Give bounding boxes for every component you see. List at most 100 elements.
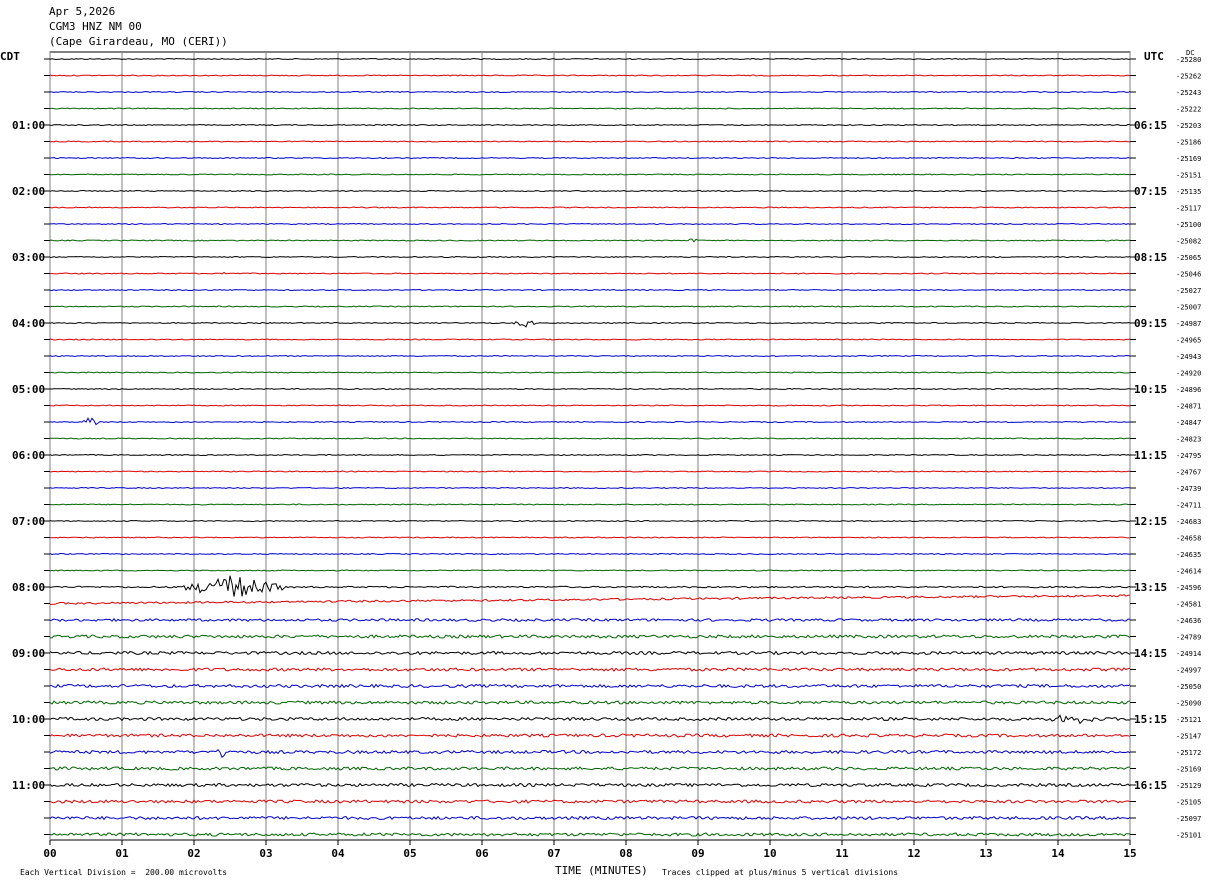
trace-21 — [49, 404, 1131, 407]
dc-offset-43: -25169 — [1176, 766, 1201, 774]
dc-offset-47: -25101 — [1176, 832, 1201, 840]
trace-4 — [49, 123, 1131, 127]
dc-offset-27: -24711 — [1176, 502, 1201, 510]
dc-offset-9: -25117 — [1176, 205, 1201, 213]
right-hour-label-4: 10:15 — [1134, 383, 1167, 396]
dc-offset-26: -24739 — [1176, 485, 1201, 493]
x-axis-label: TIME (MINUTES) — [555, 864, 648, 877]
dc-offset-25: -24767 — [1176, 469, 1201, 477]
dc-offset-5: -25186 — [1176, 139, 1201, 147]
x-tick-label-05: 05 — [403, 847, 416, 860]
clip-note: Traces clipped at plus/minus 5 vertical … — [662, 868, 899, 877]
trace-10 — [50, 222, 1131, 226]
left-hour-label-0: 01:00 — [12, 119, 45, 132]
x-tick-label-01: 01 — [115, 847, 129, 860]
trace-8 — [49, 189, 1131, 193]
x-tick-label-02: 02 — [187, 847, 200, 860]
dc-offset-0: -25280 — [1176, 56, 1201, 64]
dc-offset-16: -24987 — [1176, 320, 1201, 328]
dc-offset-46: -25097 — [1176, 815, 1201, 823]
dc-offset-29: -24658 — [1176, 535, 1201, 543]
trace-6 — [49, 156, 1131, 160]
x-tick-label-10: 10 — [763, 847, 776, 860]
left-hour-label-8: 09:00 — [12, 647, 45, 660]
right-timezone-label: UTC — [1144, 50, 1164, 63]
left-timezone-label: CDT — [0, 50, 20, 63]
dc-offset-30: -24635 — [1176, 551, 1201, 559]
right-hour-label-2: 08:15 — [1134, 251, 1167, 264]
trace-41 — [49, 733, 1131, 738]
x-tick-label-13: 13 — [979, 847, 992, 860]
location-label: (Cape Girardeau, MO (CERI)) — [49, 35, 228, 48]
right-hour-label-0: 06:15 — [1134, 119, 1167, 132]
left-hour-label-6: 07:00 — [12, 515, 45, 528]
dc-offset-32: -24596 — [1176, 584, 1201, 592]
dc-offset-11: -25082 — [1176, 238, 1201, 246]
dc-offset-22: -24847 — [1176, 419, 1201, 427]
trace-23 — [49, 437, 1130, 440]
x-tick-label-03: 03 — [259, 847, 272, 860]
x-tick-label-04: 04 — [331, 847, 345, 860]
trace-7 — [49, 173, 1131, 176]
dc-offset-41: -25147 — [1176, 733, 1201, 741]
dc-offset-1: -25262 — [1176, 73, 1201, 81]
right-hour-label-5: 11:15 — [1134, 449, 1167, 462]
trace-44 — [49, 782, 1131, 788]
dc-offset-14: -25027 — [1176, 287, 1201, 295]
dc-offset-2: -25243 — [1176, 89, 1201, 97]
dc-offset-3: -25222 — [1176, 106, 1201, 114]
trace-0 — [49, 57, 1131, 61]
trace-29 — [50, 536, 1130, 539]
trace-11 — [49, 238, 1131, 243]
trace-12 — [49, 255, 1131, 259]
dc-label: DC — [1186, 49, 1195, 57]
trace-2 — [49, 90, 1131, 94]
left-hour-label-2: 03:00 — [12, 251, 45, 264]
dc-offset-35: -24789 — [1176, 634, 1201, 642]
x-tick-label-09: 09 — [691, 847, 704, 860]
trace-28 — [49, 519, 1131, 523]
trace-1 — [49, 74, 1131, 77]
dc-offset-7: -25151 — [1176, 172, 1201, 180]
trace-26 — [49, 486, 1131, 490]
left-hour-label-5: 06:00 — [12, 449, 45, 462]
plot-frame — [49, 51, 1131, 841]
trace-9 — [49, 206, 1130, 209]
dc-offset-44: -25129 — [1176, 782, 1201, 790]
trace-30 — [49, 552, 1131, 556]
trace-39 — [49, 700, 1131, 705]
dc-offset-17: -24965 — [1176, 337, 1201, 345]
trace-13 — [49, 271, 1131, 275]
dc-offset-23: -24823 — [1176, 436, 1201, 444]
trace-46 — [49, 815, 1131, 821]
dc-offset-42: -25172 — [1176, 749, 1201, 757]
trace-5 — [49, 140, 1130, 143]
x-tick-label-08: 08 — [619, 847, 632, 860]
x-tick-label-07: 07 — [547, 847, 560, 860]
trace-24 — [49, 453, 1131, 457]
trace-38 — [49, 683, 1131, 689]
trace-17 — [49, 338, 1131, 341]
trace-15 — [49, 305, 1131, 308]
x-tick-label-11: 11 — [835, 847, 849, 860]
left-hour-label-9: 10:00 — [12, 713, 45, 726]
dc-offset-4: -25203 — [1176, 122, 1201, 130]
dc-offset-19: -24920 — [1176, 370, 1201, 378]
date-label: Apr 5,2026 — [49, 5, 116, 18]
trace-22 — [49, 417, 1131, 426]
scale-note: Each Vertical Division = 200.00 microvol… — [20, 868, 228, 877]
right-hour-label-10: 16:15 — [1134, 779, 1167, 792]
dc-offset-15: -25007 — [1176, 304, 1201, 312]
dc-offset-38: -25050 — [1176, 683, 1201, 691]
left-hour-label-4: 05:00 — [12, 383, 45, 396]
right-hour-label-6: 12:15 — [1134, 515, 1167, 528]
dc-offset-36: -24914 — [1176, 650, 1201, 658]
dc-offset-13: -25046 — [1176, 271, 1201, 279]
trace-36 — [49, 650, 1131, 656]
dc-offset-8: -25135 — [1176, 188, 1201, 196]
right-hour-label-3: 09:15 — [1134, 317, 1167, 330]
trace-37 — [49, 667, 1131, 672]
dc-offset-37: -24997 — [1176, 667, 1201, 675]
station-label: CGM3 HNZ NM 00 — [49, 20, 142, 33]
